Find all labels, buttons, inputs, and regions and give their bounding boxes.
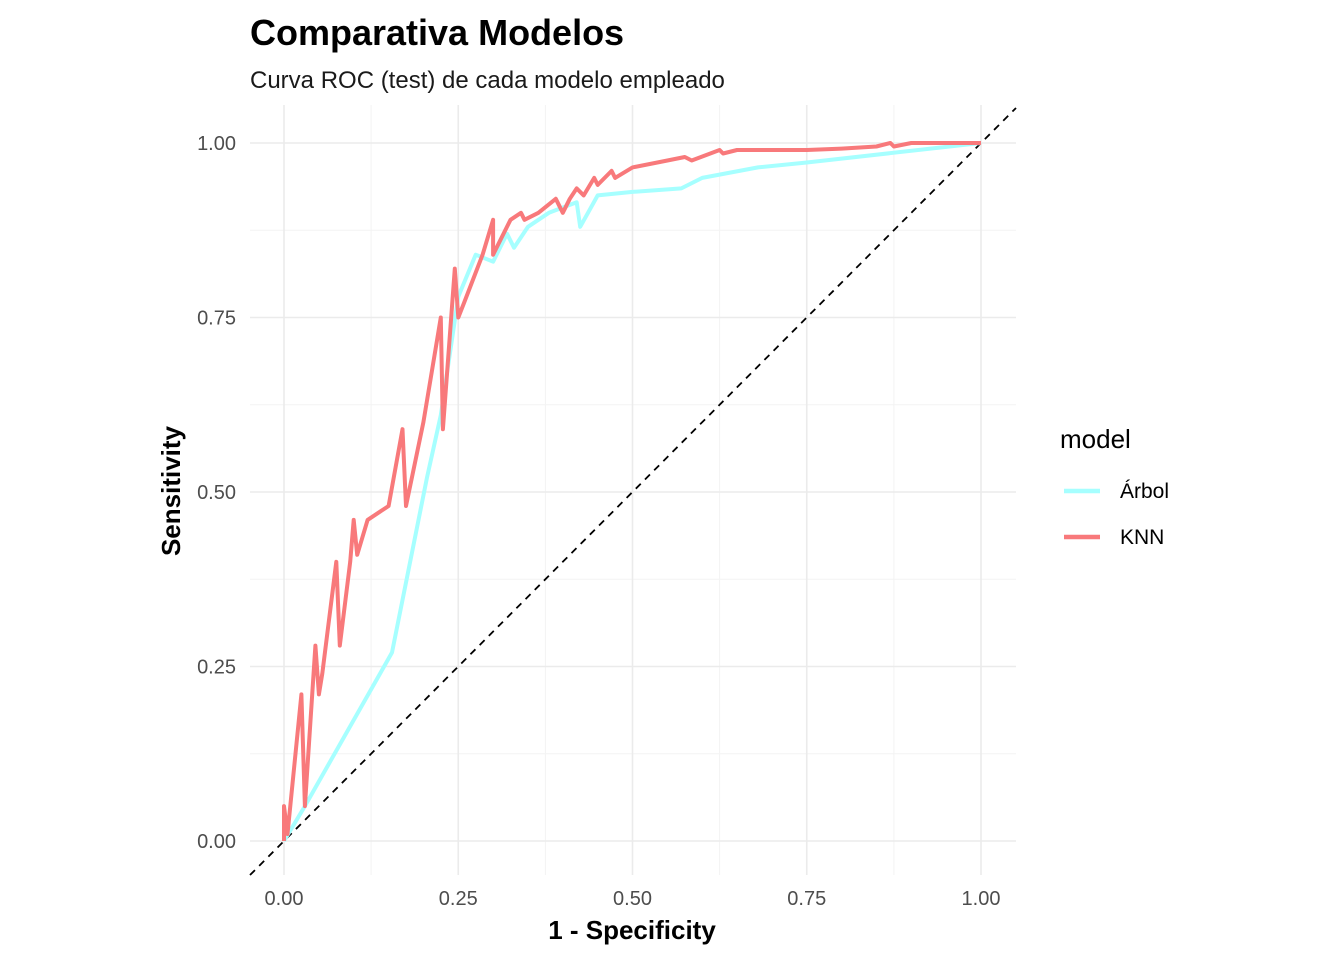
y-tick-label: 0.00 bbox=[197, 831, 236, 853]
legend-label-0: Árbol bbox=[1120, 480, 1169, 503]
reference-diagonal bbox=[249, 107, 1017, 876]
chart-subtitle: Curva ROC (test) de cada modelo empleado bbox=[250, 67, 725, 94]
x-tick-label: 0.00 bbox=[265, 888, 304, 910]
x-tick-label: 0.50 bbox=[613, 888, 652, 910]
series-lines bbox=[282, 141, 982, 843]
x-tick-label: 0.75 bbox=[787, 888, 826, 910]
diagonal-reference-line bbox=[249, 107, 1017, 876]
chart-title: Comparativa Modelos bbox=[250, 12, 624, 53]
legend-title: model bbox=[1060, 424, 1131, 454]
y-tick-label: 1.00 bbox=[197, 133, 236, 155]
axis-ticks: 0.00 0.25 0.50 0.75 1.00 0.00 0.25 0.50 0.75 1.00 bbox=[197, 133, 1000, 910]
x-axis-title: 1 - Specificity bbox=[548, 915, 716, 945]
y-tick-label: 0.75 bbox=[197, 308, 236, 330]
y-tick-label: 0.50 bbox=[197, 482, 236, 504]
y-axis-title: Sensitivity bbox=[156, 425, 186, 556]
y-tick-label: 0.25 bbox=[197, 657, 236, 679]
legend: model Árbol KNN bbox=[1060, 424, 1169, 549]
series-line-1 bbox=[282, 141, 981, 841]
x-tick-label: 1.00 bbox=[962, 888, 1001, 910]
series-line-0 bbox=[282, 141, 982, 843]
x-tick-label: 0.25 bbox=[439, 888, 478, 910]
grid bbox=[250, 105, 1016, 875]
legend-label-1: KNN bbox=[1120, 526, 1164, 549]
